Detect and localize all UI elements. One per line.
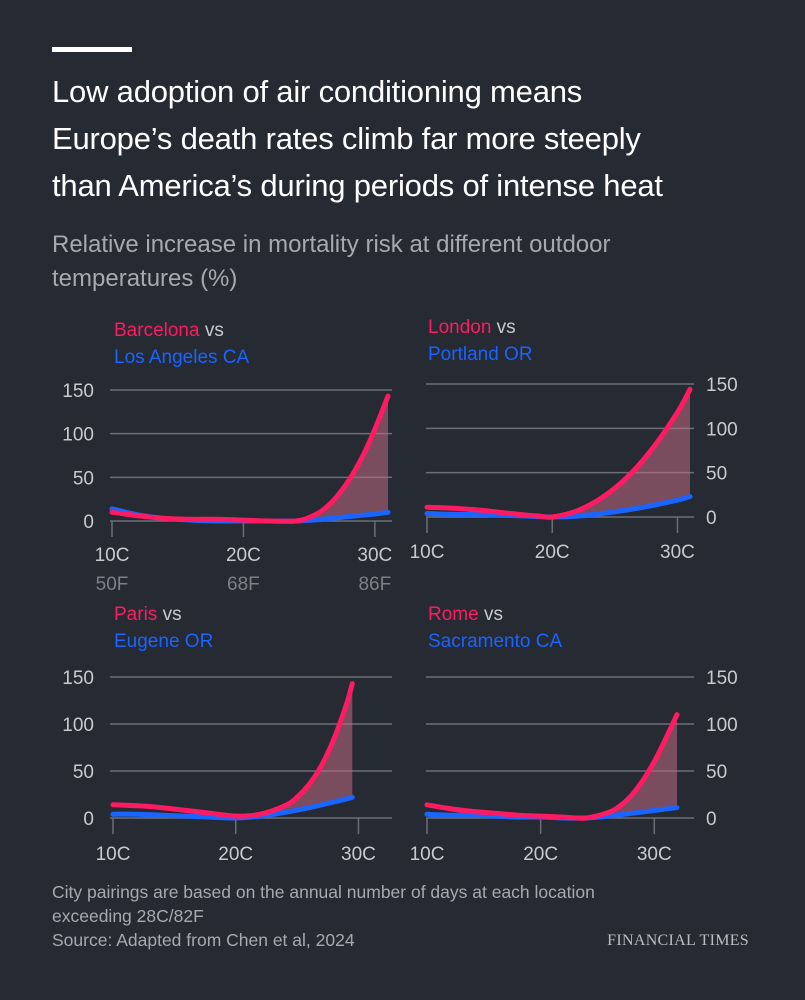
legend-europe-city: Paris bbox=[114, 604, 157, 625]
series-line-europe bbox=[110, 681, 355, 819]
legend-us-city: Eugene OR bbox=[114, 631, 213, 652]
footer-note-line: City pairings are based on the annual nu… bbox=[52, 882, 595, 902]
legend-vs: vs bbox=[479, 604, 503, 625]
series-line-europe bbox=[424, 386, 693, 520]
x-tick-label: 10C bbox=[410, 844, 445, 865]
footer-note-line: exceeding 28C/82F bbox=[52, 906, 204, 926]
gap-shading bbox=[580, 714, 677, 818]
y-tick-label: 150 bbox=[706, 668, 738, 689]
gap-shading bbox=[289, 396, 388, 521]
x-tick-label: 20C bbox=[535, 542, 570, 563]
panel-title-line: London vs bbox=[428, 317, 516, 338]
y-tick-label: 100 bbox=[62, 425, 94, 446]
legend-europe-city: London bbox=[428, 317, 491, 338]
legend-us-city: Portland OR bbox=[428, 344, 533, 365]
title-line: Low adoption of air conditioning means bbox=[52, 74, 583, 109]
series-line-europe bbox=[424, 712, 680, 821]
x-tick-label: 20C bbox=[218, 844, 253, 865]
title-line: than America’s during periods of intense… bbox=[52, 168, 663, 203]
y-tick-label: 150 bbox=[62, 381, 94, 402]
legend-vs: vs bbox=[491, 317, 515, 338]
y-tick-label: 0 bbox=[706, 809, 717, 830]
x-tick-label-fahrenheit: 86F bbox=[358, 574, 391, 595]
x-tick-label: 10C bbox=[95, 545, 130, 566]
legend-europe-city: Barcelona bbox=[114, 320, 200, 341]
y-tick-label: 100 bbox=[62, 715, 94, 736]
x-tick-label: 30C bbox=[660, 542, 695, 563]
y-tick-label: 50 bbox=[73, 762, 94, 783]
chart-footer: City pairings are based on the annual nu… bbox=[52, 880, 742, 952]
panel-title-line: Barcelona vs bbox=[114, 320, 224, 341]
y-tick-label: 100 bbox=[706, 715, 738, 736]
x-tick-label: 10C bbox=[96, 844, 131, 865]
x-tick-label: 30C bbox=[357, 545, 392, 566]
x-tick-label-fahrenheit: 50F bbox=[96, 574, 129, 595]
legend-us-city: Los Angeles CA bbox=[114, 347, 250, 368]
y-tick-label: 50 bbox=[706, 464, 727, 485]
gap-shading bbox=[539, 389, 690, 517]
y-tick-label: 150 bbox=[706, 375, 738, 396]
x-tick-label-fahrenheit: 68F bbox=[227, 574, 260, 595]
legend-vs: vs bbox=[200, 320, 224, 341]
y-tick-label: 0 bbox=[83, 809, 94, 830]
y-tick-label: 0 bbox=[706, 508, 717, 529]
subtitle-line: Relative increase in mortality risk at d… bbox=[52, 231, 611, 258]
x-tick-label: 10C bbox=[410, 542, 445, 563]
ft-brand-logo: FINANCIAL TIMES bbox=[607, 932, 749, 949]
ft-header-bar bbox=[52, 47, 132, 52]
gap-shading bbox=[235, 683, 353, 818]
x-tick-label: 20C bbox=[523, 844, 558, 865]
x-tick-label: 30C bbox=[341, 844, 376, 865]
y-tick-label: 100 bbox=[706, 419, 738, 440]
legend-us-city: Sacramento CA bbox=[428, 631, 562, 652]
y-tick-label: 50 bbox=[706, 762, 727, 783]
y-tick-label: 0 bbox=[83, 512, 94, 533]
y-tick-label: 50 bbox=[73, 468, 94, 489]
legend-vs: vs bbox=[157, 604, 181, 625]
panel-title-line: Paris vs bbox=[114, 604, 182, 625]
x-tick-label: 30C bbox=[637, 844, 672, 865]
y-tick-label: 150 bbox=[62, 668, 94, 689]
series-line-europe bbox=[109, 393, 391, 524]
chart-title: Low adoption of air conditioning means E… bbox=[52, 68, 772, 209]
source-note: Source: Adapted from Chen et al, 2024 bbox=[52, 930, 355, 950]
title-line: Europe’s death rates climb far more stee… bbox=[52, 121, 641, 156]
legend-europe-city: Rome bbox=[428, 604, 479, 625]
chart-subtitle: Relative increase in mortality risk at d… bbox=[52, 228, 772, 296]
subtitle-line: temperatures (%) bbox=[52, 265, 238, 292]
panel-title-line: Rome vs bbox=[428, 604, 503, 625]
x-tick-label: 20C bbox=[226, 545, 261, 566]
